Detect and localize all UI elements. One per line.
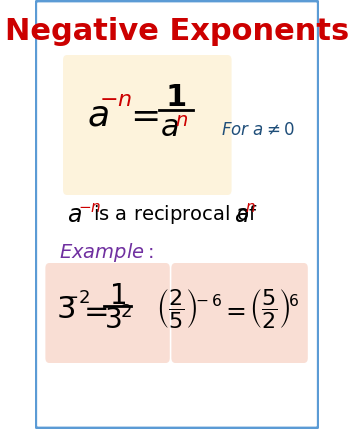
Text: $\mathbf{1}$: $\mathbf{1}$ xyxy=(165,82,186,112)
Text: $\mathrm{is\ a\ reciprocal\ of\ }$: $\mathrm{is\ a\ reciprocal\ of\ }$ xyxy=(93,203,257,227)
Text: $\left(\dfrac{5}{2}\right)^{\!6}$: $\left(\dfrac{5}{2}\right)^{\!6}$ xyxy=(249,287,299,329)
Text: $-2$: $-2$ xyxy=(63,289,90,307)
Text: $\mathit{-n}$: $\mathit{-n}$ xyxy=(98,90,132,110)
Text: $=$: $=$ xyxy=(221,298,246,322)
Text: Negative Exponents: Negative Exponents xyxy=(5,18,349,46)
Text: $=$: $=$ xyxy=(123,98,159,132)
Text: $3$: $3$ xyxy=(104,306,121,334)
Text: $\mathit{a}$: $\mathit{a}$ xyxy=(87,98,108,132)
Text: $\mathit{n}$: $\mathit{n}$ xyxy=(175,111,188,130)
Text: $\mathit{n}$: $\mathit{n}$ xyxy=(245,199,256,214)
Text: $2$: $2$ xyxy=(120,303,132,321)
Text: $1$: $1$ xyxy=(109,282,126,310)
Text: $\mathit{Example:}$: $\mathit{Example:}$ xyxy=(59,242,154,265)
Text: $\mathit{a}$: $\mathit{a}$ xyxy=(160,114,179,142)
FancyBboxPatch shape xyxy=(63,55,232,195)
Text: $3$: $3$ xyxy=(56,296,75,324)
Text: $\mathit{a}$: $\mathit{a}$ xyxy=(67,203,82,227)
Text: $\mathit{a}$: $\mathit{a}$ xyxy=(234,203,249,227)
Text: $=$: $=$ xyxy=(78,296,108,324)
FancyBboxPatch shape xyxy=(171,263,308,363)
FancyBboxPatch shape xyxy=(36,1,318,428)
FancyBboxPatch shape xyxy=(45,263,170,363)
Text: $\left(\dfrac{2}{5}\right)^{\!\!-6}$: $\left(\dfrac{2}{5}\right)^{\!\!-6}$ xyxy=(156,287,222,329)
Text: $\mathit{For\ a \neq 0}$: $\mathit{For\ a \neq 0}$ xyxy=(221,121,295,139)
Text: $\mathit{-n}$: $\mathit{-n}$ xyxy=(78,199,102,214)
